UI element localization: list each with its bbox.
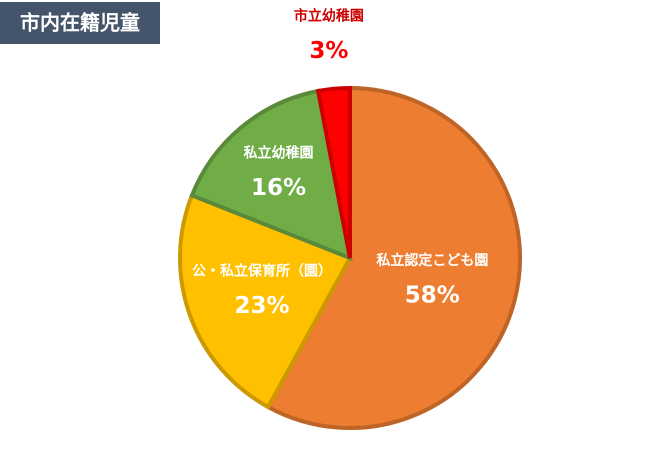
- value-label: 23%: [234, 293, 289, 319]
- slice-label: 市立幼稚園: [294, 8, 364, 25]
- chart-title: 市内在籍児童: [20, 11, 140, 35]
- value-label: 58%: [405, 283, 460, 309]
- pie-slice: [315, 85, 352, 259]
- value-label: 16%: [251, 175, 306, 201]
- slice-label: 私立認定こども園: [376, 252, 488, 269]
- pie-slice: [265, 85, 522, 430]
- value-label: 3%: [309, 38, 348, 64]
- slice-label: 私立幼稚園: [243, 145, 313, 162]
- pie-slice: [178, 192, 353, 410]
- slice-label: 公・私立保育所（園）: [192, 263, 332, 280]
- pie-slice: [189, 88, 353, 262]
- title-box: [0, 2, 160, 44]
